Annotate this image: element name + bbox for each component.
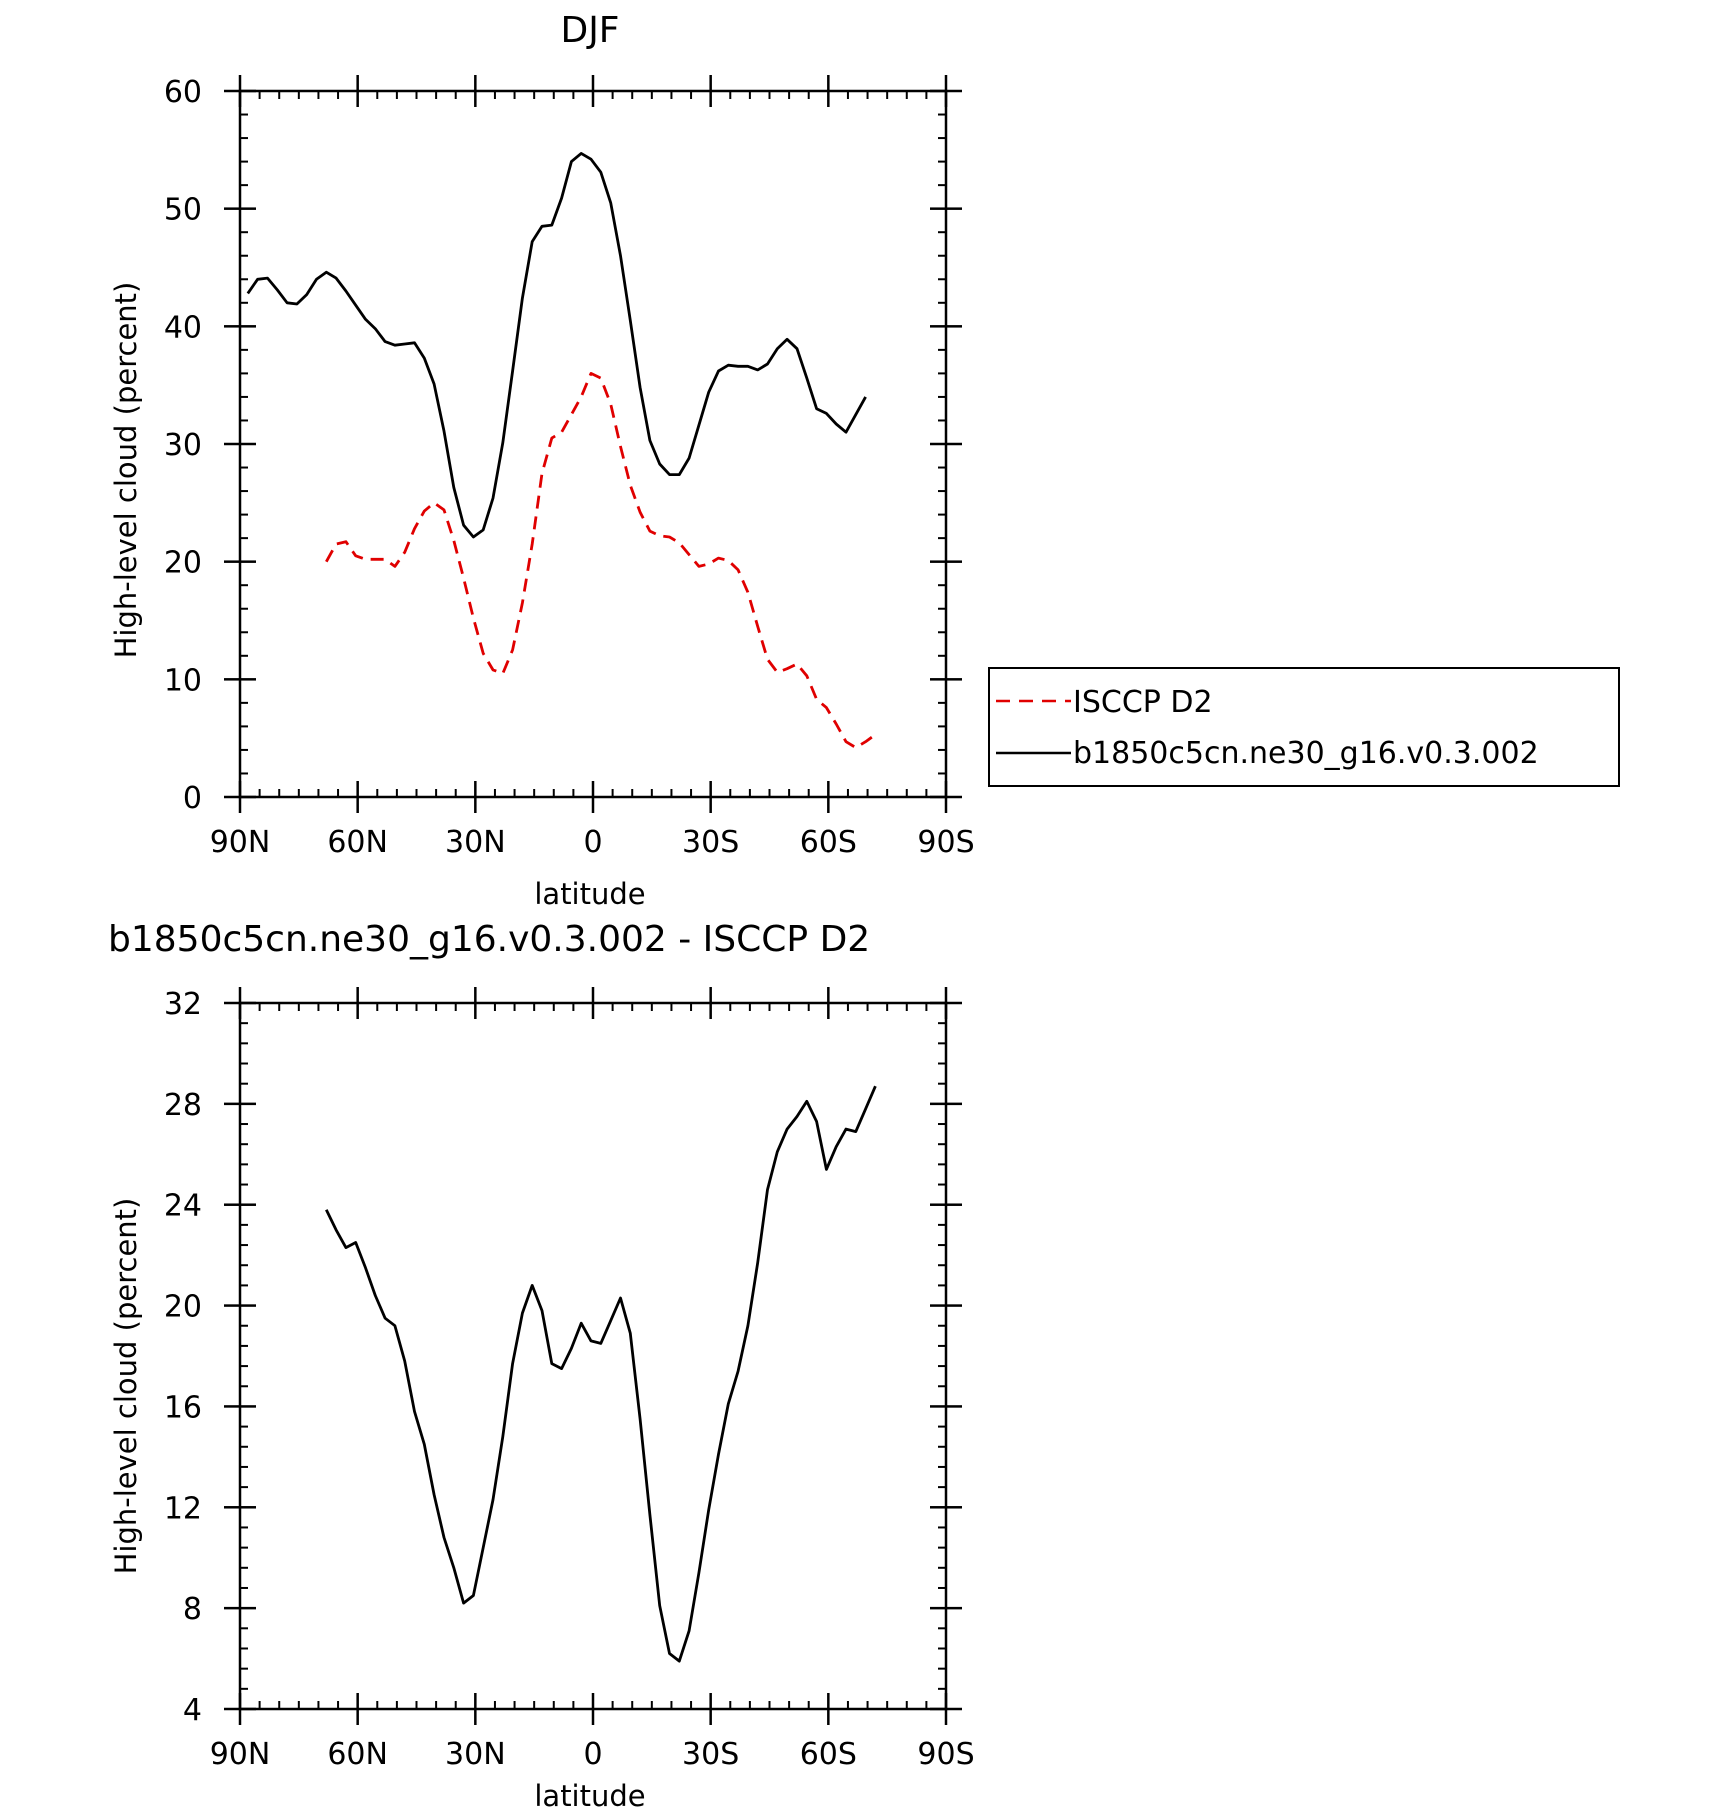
y-tick-labels: 4 8 12 16 20 24 28 32	[164, 987, 202, 1728]
x-axis-label: latitude	[534, 1779, 645, 1811]
y-tick-label: 24	[164, 1189, 202, 1224]
x-tick-label: 90S	[917, 825, 974, 860]
axis-ticks	[224, 987, 962, 1725]
series-lines	[325, 1085, 877, 1663]
y-tick-label: 12	[164, 1491, 202, 1526]
x-tick-label: 30S	[682, 1737, 739, 1772]
chart-title: DJF	[560, 10, 619, 51]
x-tick-label: 60S	[800, 825, 857, 860]
legend-label-model: b1850c5cn.ne30_g16.v0.3.002	[1073, 736, 1539, 771]
x-tick-labels: 90N 60N 30N 0 30S 60S 90S	[210, 1737, 975, 1772]
y-tick-label: 0	[183, 781, 202, 816]
series-line-1	[246, 152, 867, 539]
x-tick-label: 90N	[210, 825, 271, 860]
chart-djf-high-cloud: DJF latitude High-level cloud (percent) …	[109, 10, 975, 911]
y-tick-label: 10	[164, 663, 202, 698]
y-tick-label: 8	[183, 1592, 202, 1627]
y-tick-label: 20	[164, 546, 202, 581]
series-line-0	[325, 1085, 877, 1663]
legend: ISCCP D2 b1850c5cn.ne30_g16.v0.3.002	[988, 667, 1620, 787]
plot-frame	[238, 89, 948, 799]
x-tick-label: 60S	[800, 1737, 857, 1772]
legend-label-isccp-d2: ISCCP D2	[1073, 685, 1213, 720]
series-line-0	[325, 372, 877, 749]
y-tick-label: 28	[164, 1088, 202, 1123]
y-tick-label: 16	[164, 1390, 202, 1425]
x-tick-label: 0	[583, 825, 602, 860]
plot-frame	[238, 1001, 948, 1711]
x-tick-label: 30N	[445, 825, 506, 860]
y-axis-label: High-level cloud (percent)	[109, 1198, 143, 1575]
y-tick-labels: 0 10 20 30 40 50 60	[164, 75, 202, 816]
chart-difference-high-cloud: b1850c5cn.ne30_g16.v0.3.002 - ISCCP D2 l…	[108, 919, 975, 1811]
x-tick-labels: 90N 60N 30N 0 30S 60S 90S	[210, 825, 975, 860]
x-tick-label: 60N	[327, 1737, 388, 1772]
y-tick-label: 60	[164, 75, 202, 110]
chart-title: b1850c5cn.ne30_g16.v0.3.002 - ISCCP D2	[108, 919, 870, 960]
x-tick-label: 90N	[210, 1737, 271, 1772]
series-lines	[246, 152, 877, 749]
legend-box	[988, 667, 1620, 787]
x-tick-label: 30S	[682, 825, 739, 860]
y-axis-label: High-level cloud (percent)	[109, 282, 143, 659]
y-tick-label: 32	[164, 987, 202, 1022]
y-tick-label: 50	[164, 193, 202, 228]
x-tick-label: 0	[583, 1737, 602, 1772]
axis-ticks	[224, 75, 962, 813]
y-tick-label: 30	[164, 428, 202, 463]
y-tick-label: 4	[183, 1693, 202, 1728]
x-axis-label: latitude	[534, 877, 645, 911]
y-tick-label: 20	[164, 1290, 202, 1325]
x-tick-label: 30N	[445, 1737, 506, 1772]
x-tick-label: 60N	[327, 825, 388, 860]
x-tick-label: 90S	[917, 1737, 974, 1772]
y-tick-label: 40	[164, 310, 202, 345]
